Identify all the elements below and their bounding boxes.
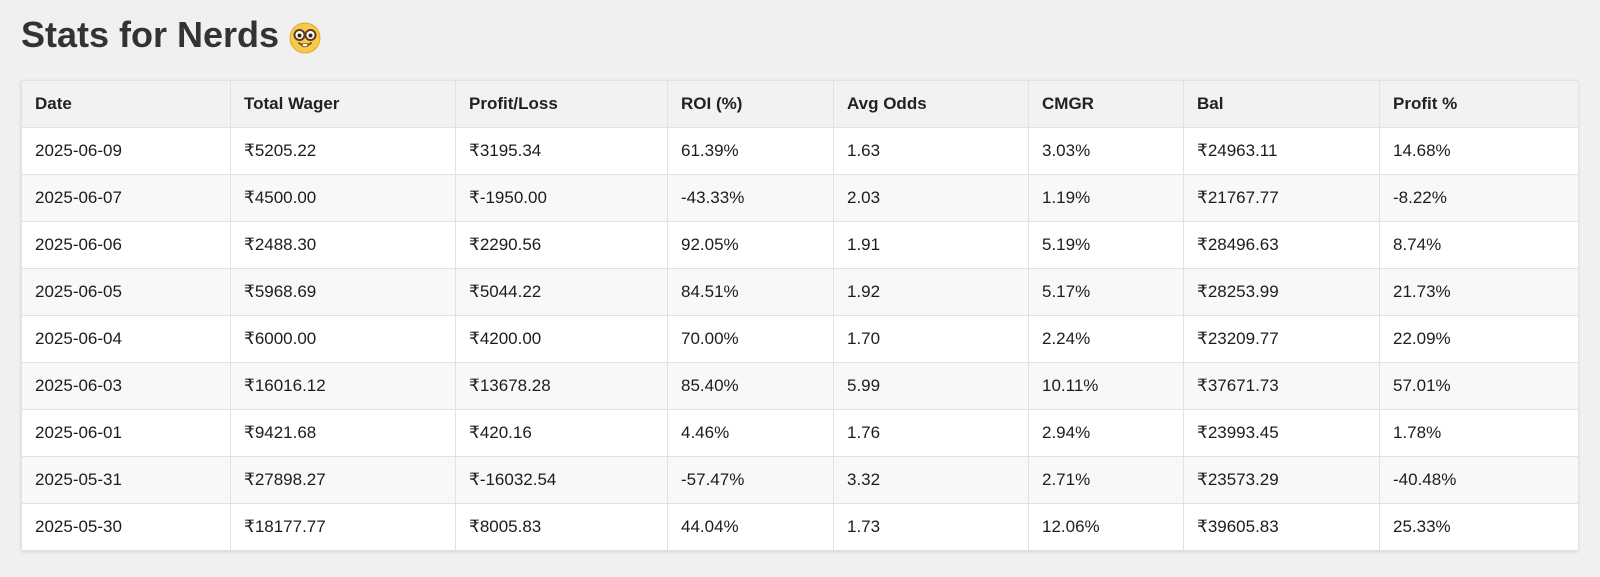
cell-total-wager: ₹2488.30: [230, 221, 456, 269]
cell-bal: ₹24963.11: [1183, 127, 1380, 175]
cell-profit-loss: ₹8005.83: [455, 503, 668, 551]
cell-profit-pct: -8.22%: [1379, 174, 1579, 222]
cell-total-wager: ₹18177.77: [230, 503, 456, 551]
page-title: Stats for Nerds: [21, 12, 321, 58]
col-header-profit-pct: Profit %: [1379, 80, 1579, 128]
stats-table-card: Date Total Wager Profit/Loss ROI (%) Avg Odd…: [21, 80, 1579, 551]
cell-date: 2025-06-06: [21, 221, 231, 269]
cell-cmgr: 12.06%: [1028, 503, 1184, 551]
table-body: 2025-06-09 ₹5205.22 ₹3195.34 61.39% 1.63 3.03…: [21, 127, 1579, 551]
cell-avg-odds: 5.99: [833, 362, 1029, 410]
cell-avg-odds: 1.92: [833, 268, 1029, 316]
cell-cmgr: 1.19%: [1028, 174, 1184, 222]
col-header-profit-loss: Profit/Loss: [455, 80, 668, 128]
cell-bal: ₹21767.77: [1183, 174, 1380, 222]
cell-roi: 4.46%: [667, 409, 834, 457]
cell-total-wager: ₹5205.22: [230, 127, 456, 175]
cell-cmgr: 3.03%: [1028, 127, 1184, 175]
cell-profit-pct: 57.01%: [1379, 362, 1579, 410]
table-row: 2025-06-09 ₹5205.22 ₹3195.34 61.39% 1.63 3.03…: [21, 127, 1579, 175]
cell-roi: 70.00%: [667, 315, 834, 363]
cell-bal: ₹23573.29: [1183, 456, 1380, 504]
table-row: 2025-06-04 ₹6000.00 ₹4200.00 70.00% 1.70 2.24…: [21, 315, 1579, 363]
col-header-avg-odds: Avg Odds: [833, 80, 1029, 128]
cell-bal: ₹37671.73: [1183, 362, 1380, 410]
cell-roi: 61.39%: [667, 127, 834, 175]
cell-avg-odds: 2.03: [833, 174, 1029, 222]
cell-date: 2025-06-01: [21, 409, 231, 457]
cell-avg-odds: 1.70: [833, 315, 1029, 363]
cell-date: 2025-06-07: [21, 174, 231, 222]
nerd-face-icon: [289, 19, 321, 54]
cell-avg-odds: 3.32: [833, 456, 1029, 504]
cell-avg-odds: 1.76: [833, 409, 1029, 457]
cell-profit-pct: 22.09%: [1379, 315, 1579, 363]
cell-cmgr: 10.11%: [1028, 362, 1184, 410]
table-row: 2025-06-03 ₹16016.12 ₹13678.28 85.40% 5.99 10…: [21, 362, 1579, 410]
cell-profit-pct: -40.48%: [1379, 456, 1579, 504]
cell-roi: -43.33%: [667, 174, 834, 222]
cell-profit-loss: ₹-1950.00: [455, 174, 668, 222]
cell-avg-odds: 1.73: [833, 503, 1029, 551]
table-row: 2025-05-31 ₹27898.27 ₹-16032.54 -57.47% 3.32…: [21, 456, 1579, 504]
table-row: 2025-06-05 ₹5968.69 ₹5044.22 84.51% 1.92 5.17…: [21, 268, 1579, 316]
table-row: 2025-06-07 ₹4500.00 ₹-1950.00 -43.33% 2.03 1.…: [21, 174, 1579, 222]
cell-profit-loss: ₹4200.00: [455, 315, 668, 363]
cell-roi: 44.04%: [667, 503, 834, 551]
table-row: 2025-06-01 ₹9421.68 ₹420.16 4.46% 1.76 2.94% ₹…: [21, 409, 1579, 457]
cell-date: 2025-05-30: [21, 503, 231, 551]
cell-profit-loss: ₹420.16: [455, 409, 668, 457]
cell-date: 2025-06-05: [21, 268, 231, 316]
cell-profit-pct: 1.78%: [1379, 409, 1579, 457]
stats-table: Date Total Wager Profit/Loss ROI (%) Avg Odd…: [21, 80, 1579, 551]
cell-roi: 84.51%: [667, 268, 834, 316]
cell-bal: ₹39605.83: [1183, 503, 1380, 551]
cell-roi: 92.05%: [667, 221, 834, 269]
cell-profit-loss: ₹3195.34: [455, 127, 668, 175]
cell-date: 2025-05-31: [21, 456, 231, 504]
cell-date: 2025-06-09: [21, 127, 231, 175]
cell-profit-loss: ₹13678.28: [455, 362, 668, 410]
cell-roi: -57.47%: [667, 456, 834, 504]
cell-total-wager: ₹9421.68: [230, 409, 456, 457]
cell-total-wager: ₹6000.00: [230, 315, 456, 363]
cell-total-wager: ₹4500.00: [230, 174, 456, 222]
cell-roi: 85.40%: [667, 362, 834, 410]
table-row: 2025-05-30 ₹18177.77 ₹8005.83 44.04% 1.73 12.…: [21, 503, 1579, 551]
cell-cmgr: 5.19%: [1028, 221, 1184, 269]
cell-profit-loss: ₹2290.56: [455, 221, 668, 269]
col-header-roi: ROI (%): [667, 80, 834, 128]
col-header-bal: Bal: [1183, 80, 1380, 128]
cell-cmgr: 2.71%: [1028, 456, 1184, 504]
cell-avg-odds: 1.63: [833, 127, 1029, 175]
table-header-row: Date Total Wager Profit/Loss ROI (%) Avg Odd…: [21, 80, 1579, 128]
cell-cmgr: 5.17%: [1028, 268, 1184, 316]
cell-cmgr: 2.24%: [1028, 315, 1184, 363]
cell-total-wager: ₹27898.27: [230, 456, 456, 504]
cell-profit-loss: ₹5044.22: [455, 268, 668, 316]
cell-total-wager: ₹5968.69: [230, 268, 456, 316]
cell-profit-pct: 25.33%: [1379, 503, 1579, 551]
cell-avg-odds: 1.91: [833, 221, 1029, 269]
cell-bal: ₹23209.77: [1183, 315, 1380, 363]
cell-profit-loss: ₹-16032.54: [455, 456, 668, 504]
col-header-date: Date: [21, 80, 231, 128]
cell-cmgr: 2.94%: [1028, 409, 1184, 457]
table-row: 2025-06-06 ₹2488.30 ₹2290.56 92.05% 1.91 5.19…: [21, 221, 1579, 269]
cell-total-wager: ₹16016.12: [230, 362, 456, 410]
cell-date: 2025-06-04: [21, 315, 231, 363]
col-header-total-wager: Total Wager: [230, 80, 456, 128]
cell-profit-pct: 14.68%: [1379, 127, 1579, 175]
cell-profit-pct: 21.73%: [1379, 268, 1579, 316]
page-title-text: Stats for Nerds: [21, 14, 280, 55]
cell-profit-pct: 8.74%: [1379, 221, 1579, 269]
col-header-cmgr: CMGR: [1028, 80, 1184, 128]
cell-bal: ₹23993.45: [1183, 409, 1380, 457]
cell-date: 2025-06-03: [21, 362, 231, 410]
cell-bal: ₹28496.63: [1183, 221, 1380, 269]
cell-bal: ₹28253.99: [1183, 268, 1380, 316]
